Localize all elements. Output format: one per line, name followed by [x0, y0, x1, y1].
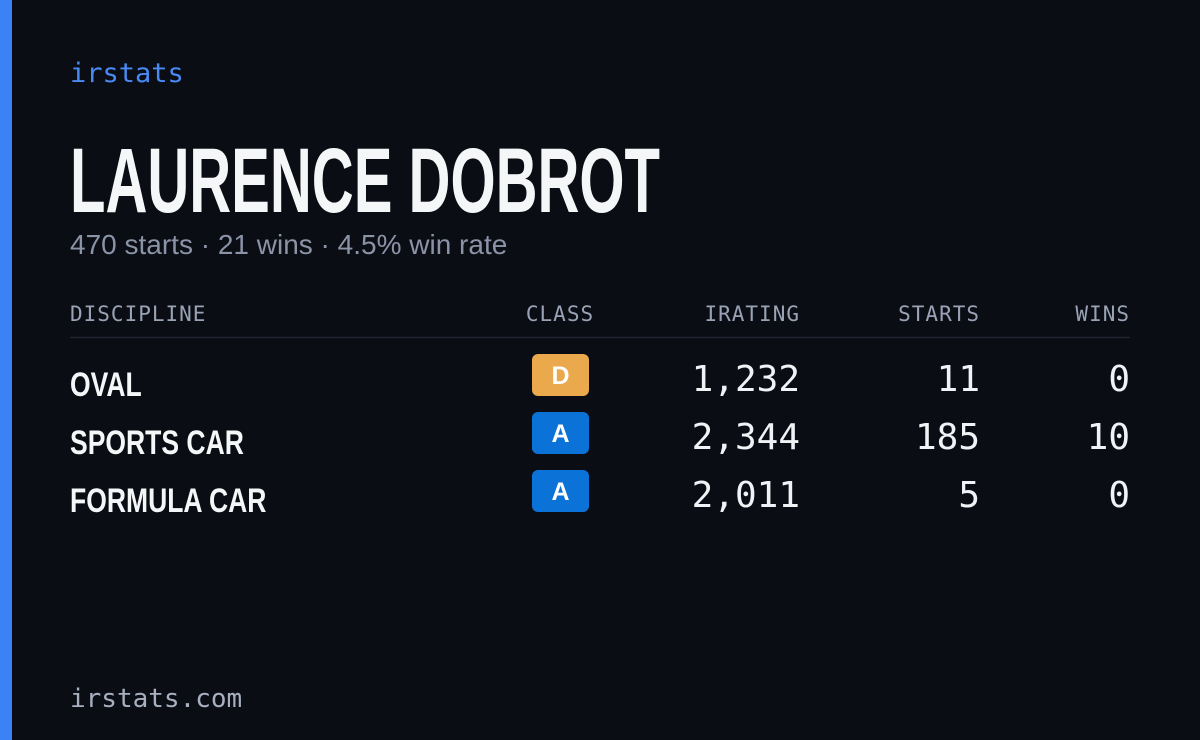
class-letter: A — [551, 420, 569, 448]
accent-stripe — [0, 0, 12, 740]
discipline: FORMULA CAR — [70, 482, 266, 520]
wins: 10 — [1087, 417, 1130, 458]
class-badge — [532, 470, 589, 512]
column-header: CLASS — [526, 302, 594, 326]
starts: 185 — [915, 417, 980, 458]
discipline: OVAL — [70, 366, 142, 404]
class-badge — [532, 412, 589, 454]
irating: 2,344 — [692, 417, 800, 458]
irating: 2,011 — [692, 475, 800, 516]
starts: 11 — [937, 359, 980, 400]
starts: 5 — [958, 475, 980, 516]
column-header: STARTS — [898, 302, 980, 326]
footer-site: irstats.com — [70, 684, 242, 714]
brand: irstats — [70, 58, 184, 89]
column-header: WINS — [1075, 302, 1130, 326]
irating: 1,232 — [692, 359, 800, 400]
discipline: SPORTS CAR — [70, 424, 244, 462]
player-name: LAURENCE DOBROT — [70, 130, 660, 232]
column-header: DISCIPLINE — [70, 302, 206, 326]
wins: 0 — [1108, 475, 1130, 516]
summary: 470 starts · 21 wins · 4.5% win rate — [70, 229, 507, 260]
class-badge — [532, 354, 589, 396]
class-letter: A — [551, 478, 569, 506]
class-letter: D — [551, 362, 569, 390]
wins: 0 — [1108, 359, 1130, 400]
column-header: IRATING — [704, 302, 800, 326]
